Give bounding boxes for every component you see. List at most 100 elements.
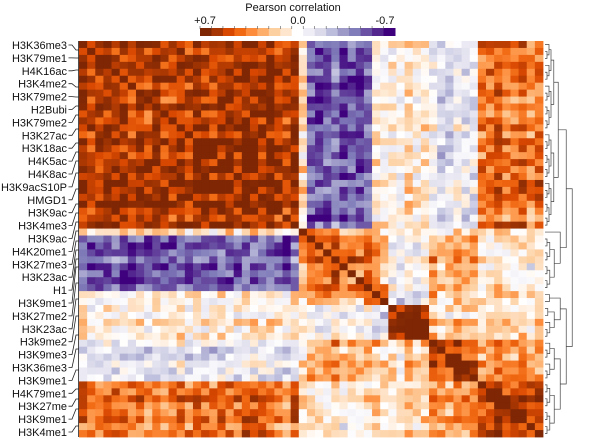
heatmap-cell — [502, 138, 511, 146]
heatmap-cell — [486, 166, 495, 174]
heatmap-cell — [363, 47, 373, 56]
heatmap-cell — [388, 430, 397, 438]
heatmap-cell — [477, 166, 487, 174]
heatmap-cell — [266, 159, 275, 167]
heatmap-cell — [209, 430, 218, 438]
heatmap-cell — [518, 131, 528, 139]
heatmap-cell — [355, 277, 365, 285]
heatmap-cell — [209, 103, 218, 111]
heatmap-cell — [87, 124, 96, 132]
heatmap-cell — [412, 346, 422, 355]
heatmap-cell — [192, 339, 202, 348]
heatmap-cell — [420, 339, 430, 348]
heatmap-cell — [241, 423, 251, 431]
heatmap-cell — [217, 207, 226, 216]
heatmap-cell — [420, 367, 430, 375]
heatmap-cell — [469, 305, 479, 313]
heatmap-cell — [461, 96, 471, 104]
heatmap-cell — [111, 270, 121, 278]
row-label: H1 — [53, 285, 67, 297]
heatmap-cell — [249, 41, 259, 49]
heatmap-cell — [396, 277, 406, 285]
heatmap-cell — [119, 68, 129, 77]
heatmap-cell — [209, 68, 218, 77]
heatmap-cell — [144, 166, 153, 174]
row-label-tick — [68, 151, 79, 162]
heatmap-cell — [119, 402, 129, 410]
heatmap-cell — [363, 311, 373, 320]
heatmap-cell — [127, 117, 137, 125]
heatmap-cell — [534, 54, 544, 63]
heatmap-cell — [176, 41, 186, 49]
heatmap-cell — [290, 263, 300, 271]
heatmap-cell — [453, 311, 462, 320]
heatmap-cell — [176, 82, 186, 91]
heatmap-cell — [445, 242, 454, 250]
heatmap-cell — [420, 138, 430, 146]
heatmap-cell — [290, 395, 300, 403]
heatmap-cell — [429, 263, 438, 271]
heatmap-cell — [298, 228, 308, 236]
heatmap-cell — [176, 186, 186, 195]
heatmap-cell — [282, 374, 292, 382]
dendrogram-branch — [545, 92, 548, 101]
heatmap-cell — [103, 214, 112, 223]
heatmap-cell — [510, 374, 519, 382]
heatmap-cell — [412, 402, 422, 410]
heatmap-cell — [412, 228, 422, 236]
heatmap-cell — [258, 409, 267, 417]
heatmap-cell — [486, 193, 495, 202]
heatmap-cell — [404, 68, 414, 77]
heatmap-cell — [469, 284, 479, 292]
heatmap-cell — [266, 166, 275, 174]
heatmap-cell — [266, 138, 275, 146]
heatmap-cell — [372, 430, 381, 438]
heatmap-cell — [249, 311, 259, 320]
heatmap-cell — [127, 402, 137, 410]
heatmap-cell — [225, 200, 235, 209]
heatmap-cell — [534, 193, 544, 202]
heatmap-cell — [437, 353, 446, 361]
heatmap-cell — [510, 145, 519, 153]
heatmap-cell — [372, 193, 381, 202]
heatmap-cell — [486, 346, 495, 355]
heatmap-cell — [135, 318, 145, 327]
heatmap-cell — [127, 124, 137, 132]
heatmap-cell — [469, 395, 479, 403]
heatmap-cell — [201, 96, 210, 104]
heatmap-cell — [339, 207, 349, 216]
heatmap-cell — [339, 270, 349, 278]
heatmap-cell — [290, 381, 300, 389]
heatmap-cell — [103, 430, 112, 438]
heatmap-cell — [176, 270, 186, 278]
heatmap-cell — [502, 228, 511, 236]
heatmap-cell — [201, 277, 210, 285]
heatmap-cell — [494, 214, 503, 223]
heatmap-cell — [437, 179, 446, 188]
heatmap-cell — [192, 409, 202, 417]
heatmap-cell — [282, 409, 292, 417]
heatmap-cell — [331, 249, 340, 257]
heatmap-cell — [404, 423, 414, 431]
heatmap-cell — [274, 291, 283, 299]
heatmap-cell — [144, 131, 153, 139]
heatmap-cell — [494, 110, 503, 118]
heatmap-cell — [119, 242, 129, 250]
heatmap-cell — [502, 221, 511, 229]
heatmap-cell — [380, 54, 389, 63]
heatmap-cell — [486, 117, 495, 125]
heatmap-cell — [396, 110, 406, 118]
heatmap-cell — [144, 305, 153, 313]
heatmap-cell — [79, 346, 88, 355]
heatmap-cell — [477, 332, 487, 341]
heatmap-cell — [355, 193, 365, 202]
heatmap-cell — [445, 325, 454, 334]
heatmap-cell — [103, 138, 112, 146]
heatmap-cell — [445, 200, 454, 209]
heatmap-cell — [469, 339, 479, 348]
heatmap-cell — [290, 117, 300, 125]
heatmap-cell — [355, 325, 365, 334]
heatmap-cell — [388, 388, 397, 396]
dendrogram-branch — [545, 280, 548, 288]
heatmap-cell — [445, 332, 454, 341]
